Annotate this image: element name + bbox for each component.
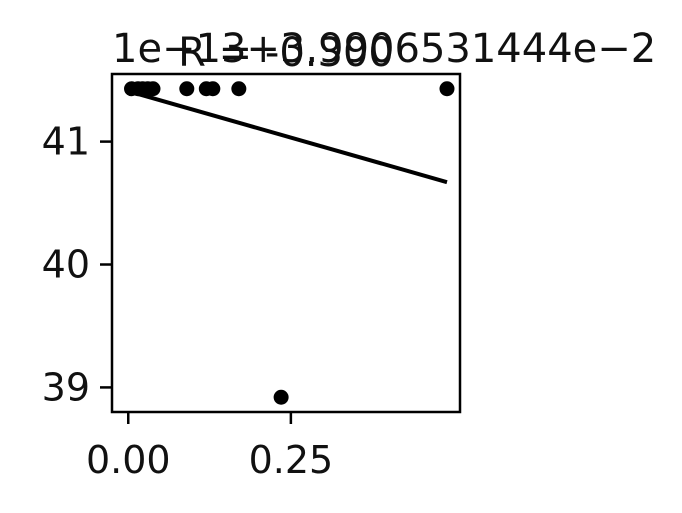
scatter-point <box>145 81 161 97</box>
x-axis-ticks: 0.00 0.25 <box>86 412 333 482</box>
x-tick-label: 0.25 <box>249 438 334 482</box>
axes-frame <box>110 72 462 414</box>
trendline-layer <box>127 89 448 185</box>
scatter-point <box>439 81 455 97</box>
trendline <box>127 89 448 185</box>
scatter-point <box>231 81 247 97</box>
y-tick-label: 40 <box>42 243 90 287</box>
y-tick-label: 41 <box>42 120 90 164</box>
axis-offset-text: 1e−13+3.9906531444e−2 <box>112 26 656 72</box>
scatter-point <box>205 81 221 97</box>
x-tick-label: 0.00 <box>86 438 171 482</box>
scatter-points <box>124 81 455 405</box>
y-tick-label: 39 <box>42 365 90 409</box>
scatter-point <box>273 389 289 405</box>
scatter-point <box>179 81 195 97</box>
y-axis-ticks: 39 40 41 <box>42 120 112 409</box>
chart-title: R = -0.300 <box>178 30 394 76</box>
